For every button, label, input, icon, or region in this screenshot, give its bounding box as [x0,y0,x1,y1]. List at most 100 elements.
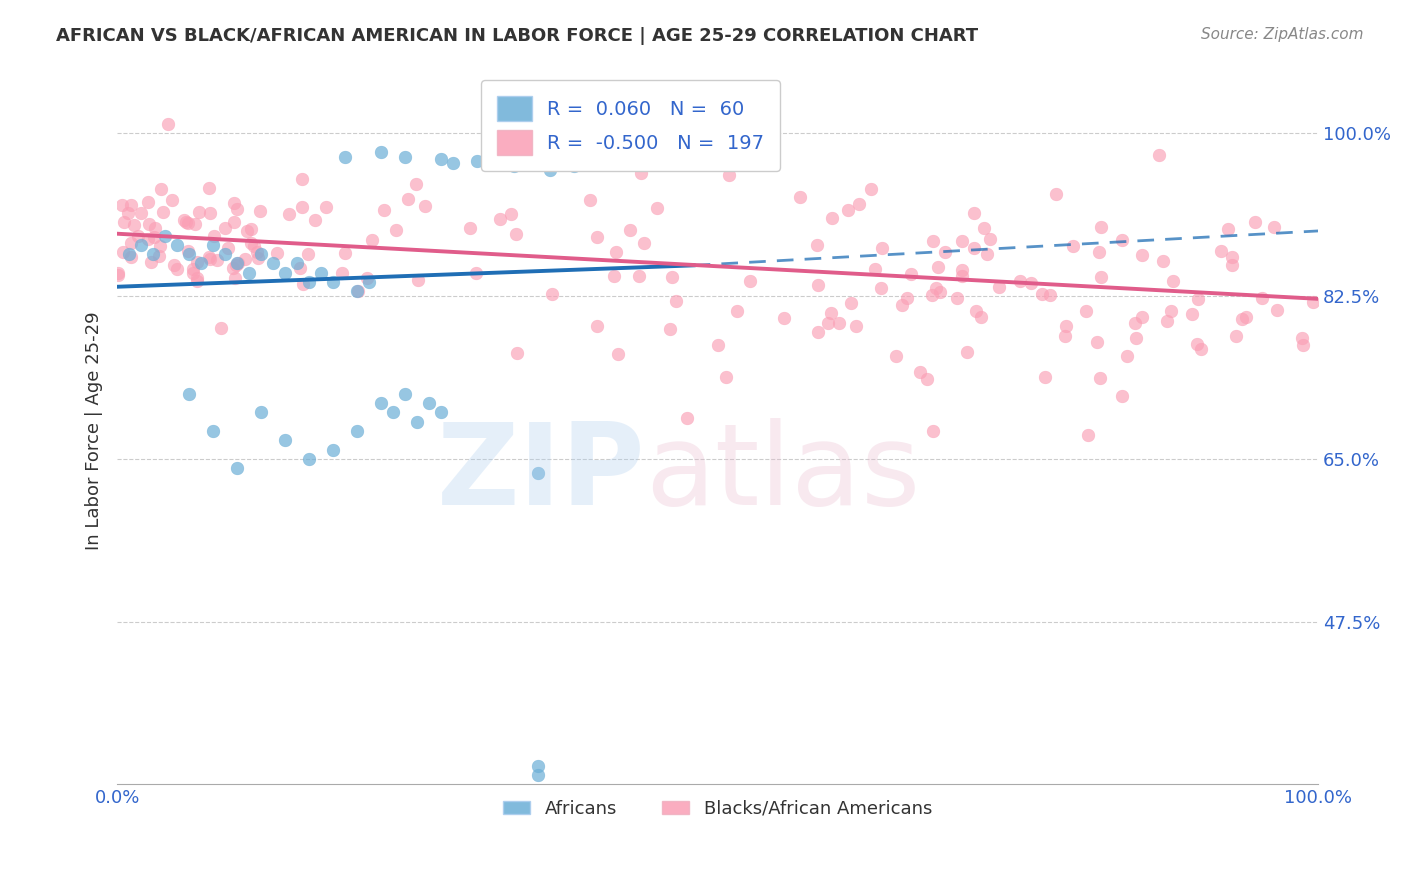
Point [467,154,489,169]
Y-axis label: In Labor Force | Age 25-29: In Labor Force | Age 25-29 [86,311,103,550]
Point [1008,274,1031,288]
Point [373,202,395,217]
Point [860,182,883,196]
Point [238,266,260,280]
Point [330,266,353,280]
Point [174,215,197,229]
Point [870,281,893,295]
Point [526,768,548,782]
Point [225,258,247,272]
Point [382,405,405,419]
Point [579,193,602,207]
Point [714,370,737,384]
Point [356,271,378,285]
Point [950,234,973,248]
Point [1045,186,1067,201]
Point [603,269,626,284]
Point [502,159,524,173]
Point [288,261,311,276]
Legend: Africans, Blacks/African Americans: Africans, Blacks/African Americans [496,792,939,825]
Point [163,258,186,272]
Point [950,268,973,283]
Point [837,203,859,218]
Point [900,268,922,282]
Point [225,202,247,216]
Point [406,273,429,287]
Point [979,232,1001,246]
Point [806,238,828,252]
Point [1132,310,1154,324]
Point [226,256,249,270]
Text: atlas: atlas [645,417,921,529]
Point [630,166,652,180]
Point [335,246,357,260]
Point [181,267,204,281]
Point [1039,288,1062,302]
Point [384,223,406,237]
Point [526,466,548,480]
Point [186,274,208,288]
Point [659,322,682,336]
Point [291,277,314,291]
Point [478,149,501,163]
Point [891,298,914,312]
Point [233,252,256,267]
Point [962,206,984,220]
Point [240,221,263,235]
Point [676,410,699,425]
Point [198,181,221,195]
Point [1111,233,1133,247]
Point [277,207,299,221]
Point [112,215,135,229]
Point [117,206,139,220]
Point [645,201,668,215]
Point [177,216,200,230]
Point [550,154,572,169]
Point [1019,276,1042,290]
Point [136,232,159,246]
Point [1076,304,1098,318]
Point [291,200,314,214]
Point [217,241,239,255]
Point [1232,312,1254,326]
Point [1161,274,1184,288]
Point [1130,248,1153,262]
Text: AFRICAN VS BLACK/AFRICAN AMERICAN IN LABOR FORCE | AGE 25-29 CORRELATION CHART: AFRICAN VS BLACK/AFRICAN AMERICAN IN LAB… [56,27,979,45]
Point [222,196,245,211]
Point [1116,349,1139,363]
Point [298,451,321,466]
Point [346,424,368,438]
Point [214,221,236,235]
Point [1291,331,1313,345]
Point [538,163,561,178]
Point [1187,337,1209,351]
Point [499,207,522,221]
Point [112,245,135,260]
Point [1220,259,1243,273]
Point [458,221,481,235]
Point [131,206,153,220]
Point [120,250,142,264]
Point [297,246,319,260]
Point [988,280,1011,294]
Point [1153,253,1175,268]
Point [250,405,273,419]
Point [1160,304,1182,318]
Point [173,212,195,227]
Point [430,405,453,419]
Point [394,386,416,401]
Point [619,223,641,237]
Point [1053,328,1076,343]
Point [586,230,609,244]
Point [1263,219,1285,234]
Point [922,234,945,248]
Point [406,415,429,429]
Point [1031,286,1053,301]
Point [187,205,209,219]
Point [243,239,266,253]
Point [249,203,271,218]
Point [221,261,243,276]
Point [179,247,201,261]
Point [186,271,208,285]
Point [224,271,246,285]
